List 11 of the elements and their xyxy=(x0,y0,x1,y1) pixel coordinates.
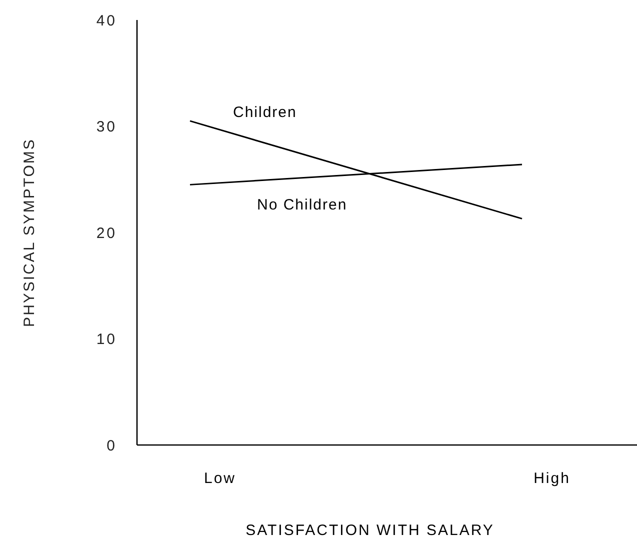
y-tick-label: 40 xyxy=(96,12,117,30)
x-axis-title: SATISFACTION WITH SALARY xyxy=(246,522,494,539)
y-tick-label: 0 xyxy=(106,437,117,454)
y-tick-label: 10 xyxy=(96,331,117,348)
y-tick-label: 20 xyxy=(96,224,117,242)
x-tick-label: Low xyxy=(204,470,236,487)
y-tick-label: 30 xyxy=(96,118,117,136)
series-label: No Children xyxy=(257,196,348,214)
y-axis-title: PHYSICAL SYMPTOMS xyxy=(21,138,38,327)
x-tick-label: High xyxy=(534,470,570,487)
series-label: Children xyxy=(233,104,297,121)
